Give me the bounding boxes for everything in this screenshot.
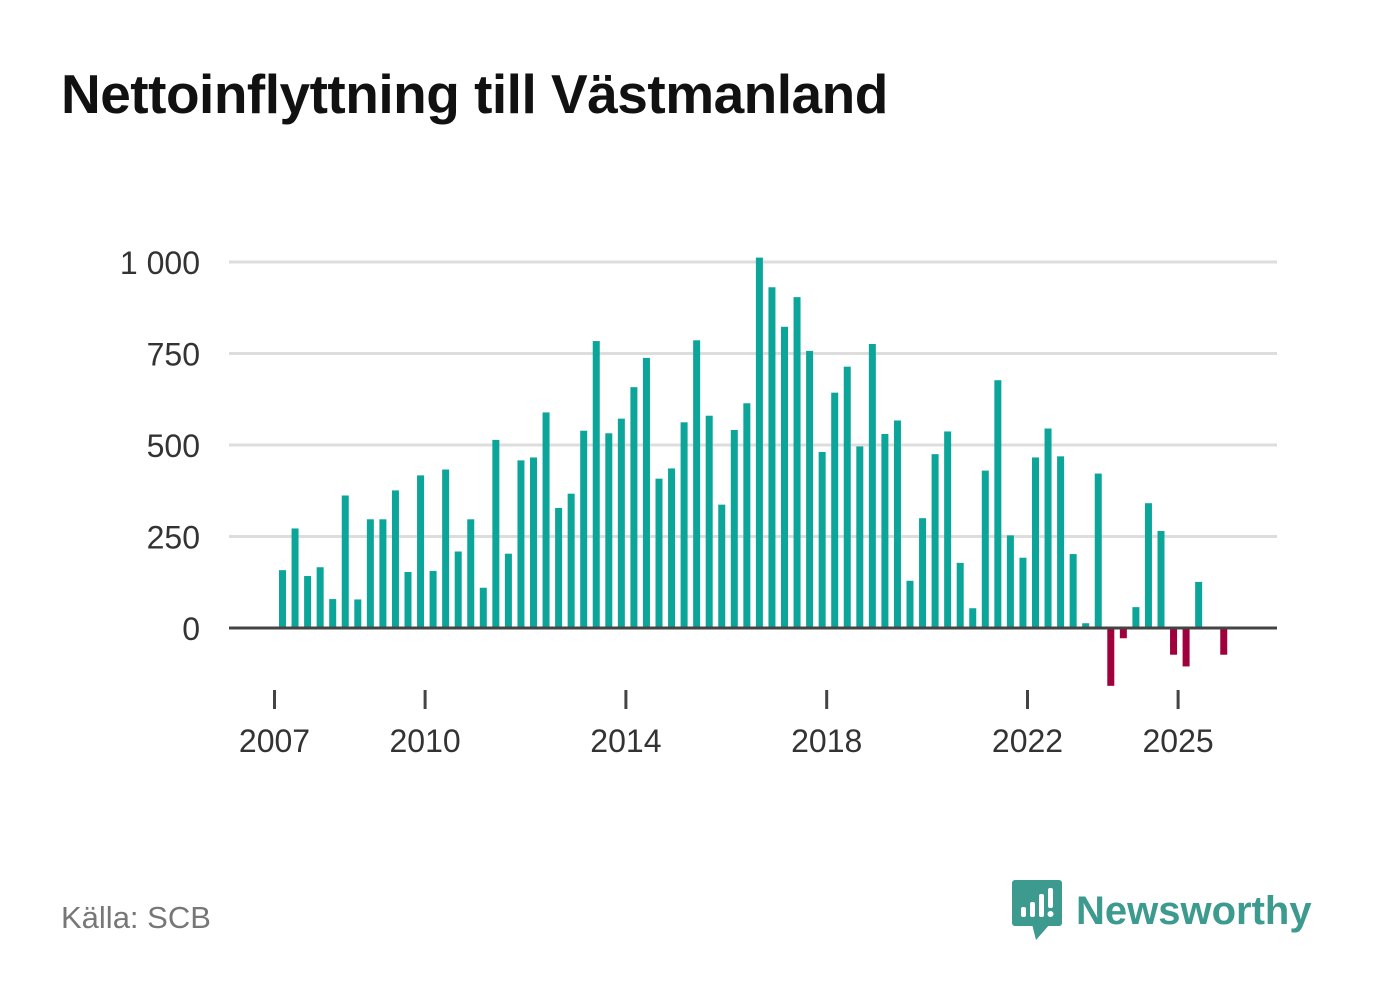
bar <box>919 518 927 628</box>
bar <box>1182 628 1190 667</box>
x-tick-label: 2025 <box>1143 723 1214 759</box>
bar <box>956 562 964 628</box>
bar <box>868 343 876 628</box>
y-tick-label: 1 000 <box>120 245 200 281</box>
y-tick-label: 500 <box>147 428 200 464</box>
y-tick-label: 0 <box>182 611 200 647</box>
bar <box>856 446 864 628</box>
bar <box>705 415 713 628</box>
bar <box>1094 473 1102 628</box>
bar <box>454 551 462 628</box>
bar <box>655 478 663 628</box>
bar <box>1119 628 1127 639</box>
bar <box>793 297 801 628</box>
bar <box>1195 581 1203 628</box>
bar <box>781 326 788 628</box>
brand-name: Newsworthy <box>1076 888 1312 933</box>
bar <box>1044 428 1052 628</box>
x-tick-label: 2014 <box>590 723 661 759</box>
bar <box>304 576 312 628</box>
bar <box>479 587 487 628</box>
bar <box>931 454 939 628</box>
bar <box>944 431 952 628</box>
bar <box>1107 628 1115 686</box>
bar <box>1032 457 1039 628</box>
bar <box>291 528 299 628</box>
bar <box>981 470 989 628</box>
bar <box>1057 456 1065 628</box>
bar <box>279 570 286 628</box>
bar <box>592 341 600 628</box>
bar <box>605 433 613 628</box>
bar <box>429 570 437 628</box>
bar <box>806 350 814 628</box>
bar <box>467 519 475 628</box>
bar <box>504 553 512 628</box>
bar <box>316 567 324 628</box>
bar <box>341 495 349 628</box>
bar <box>1082 623 1090 628</box>
bar <box>379 519 387 628</box>
x-tick-label: 2010 <box>390 723 461 759</box>
bar <box>994 380 1002 628</box>
x-tick-label: 2022 <box>992 723 1063 759</box>
bar <box>354 599 362 628</box>
bar <box>580 430 588 628</box>
newsworthy-logo-icon <box>1012 880 1062 940</box>
bar <box>893 420 901 628</box>
bar <box>517 460 525 628</box>
chart-title: Nettoinflyttning till Västmanland <box>61 63 888 125</box>
bar <box>1069 554 1077 628</box>
bars <box>279 257 1228 686</box>
source-note: Källa: SCB <box>61 900 211 935</box>
bar <box>442 469 450 628</box>
bar <box>1144 503 1152 628</box>
bar <box>642 357 650 628</box>
x-tick-label: 2018 <box>791 723 862 759</box>
x-axis: 2007 2010 2014 2018 2022 2025 <box>239 690 1214 759</box>
bar <box>404 572 412 628</box>
newsworthy-brand[interactable]: Newsworthy <box>1012 880 1312 942</box>
bar <box>680 422 688 628</box>
bar <box>843 366 851 628</box>
bar <box>366 519 374 628</box>
bar <box>329 599 337 628</box>
bar <box>818 451 826 628</box>
bar <box>492 439 500 628</box>
bar <box>831 392 839 628</box>
bar <box>668 468 676 628</box>
bar <box>1170 628 1178 655</box>
bar <box>1019 557 1027 628</box>
bar <box>881 434 889 628</box>
bar <box>768 287 776 628</box>
bar <box>693 340 701 628</box>
bar <box>530 457 537 628</box>
y-tick-label: 750 <box>147 337 200 373</box>
x-tick-label: 2007 <box>239 723 310 759</box>
y-tick-label: 250 <box>147 520 200 556</box>
bar <box>718 504 726 628</box>
y-axis-labels: 0 250 500 750 1 000 <box>120 245 200 647</box>
bar <box>730 429 738 628</box>
gridlines <box>229 260 1277 538</box>
bar <box>417 475 425 628</box>
bar <box>755 257 763 628</box>
bar <box>542 412 550 628</box>
bar <box>1132 607 1140 628</box>
bar <box>1006 535 1014 628</box>
bar <box>1157 531 1165 628</box>
bar <box>555 507 563 628</box>
bar <box>567 493 575 628</box>
bar <box>743 403 751 628</box>
bar <box>617 418 625 628</box>
bar <box>906 580 914 628</box>
bar <box>969 608 977 628</box>
bar <box>630 387 638 628</box>
bar <box>391 490 399 628</box>
bar <box>1220 628 1228 655</box>
